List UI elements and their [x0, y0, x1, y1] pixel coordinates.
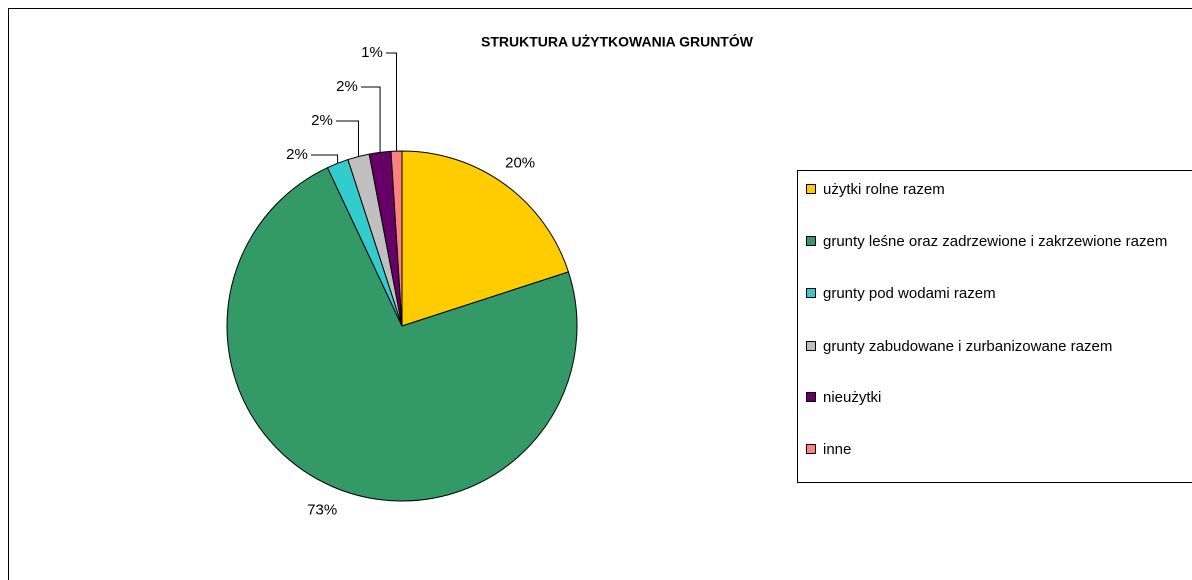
data-label: 73%: [307, 501, 337, 518]
leader-line: [311, 154, 339, 164]
legend-label: grunty zabudowane i zurbanizowane razem: [823, 338, 1113, 355]
chart-frame: [8, 8, 1192, 580]
legend-label: grunty pod wodami razem: [823, 285, 996, 302]
data-label: 2%: [311, 112, 333, 129]
legend: użytki rolne razem grunty leśne oraz zadr…: [797, 170, 1192, 483]
leader-line: [386, 52, 398, 152]
legend-swatch: [806, 288, 816, 298]
leader-line: [361, 86, 381, 153]
legend-label: grunty leśne oraz zadrzewione i zakrzewi…: [823, 233, 1168, 250]
legend-swatch: [806, 392, 816, 402]
data-label: 2%: [336, 78, 358, 95]
legend-label: użytki rolne razem: [823, 181, 945, 198]
chart-title: STRUKTURA UŻYTKOWANIA GRUNTÓW: [481, 33, 754, 50]
legend-label: nieużytki: [823, 389, 882, 406]
legend-swatch: [806, 184, 816, 194]
legend-label: inne: [823, 441, 852, 458]
legend-swatch: [806, 236, 816, 246]
data-label: 2%: [286, 146, 308, 163]
legend-swatch: [806, 444, 816, 454]
pie-slice: [401, 150, 570, 327]
pie-slice: [226, 166, 578, 502]
leader-line: [336, 120, 359, 157]
data-label: 1%: [361, 44, 383, 61]
data-label: 20%: [505, 154, 535, 171]
legend-swatch: [806, 341, 816, 351]
